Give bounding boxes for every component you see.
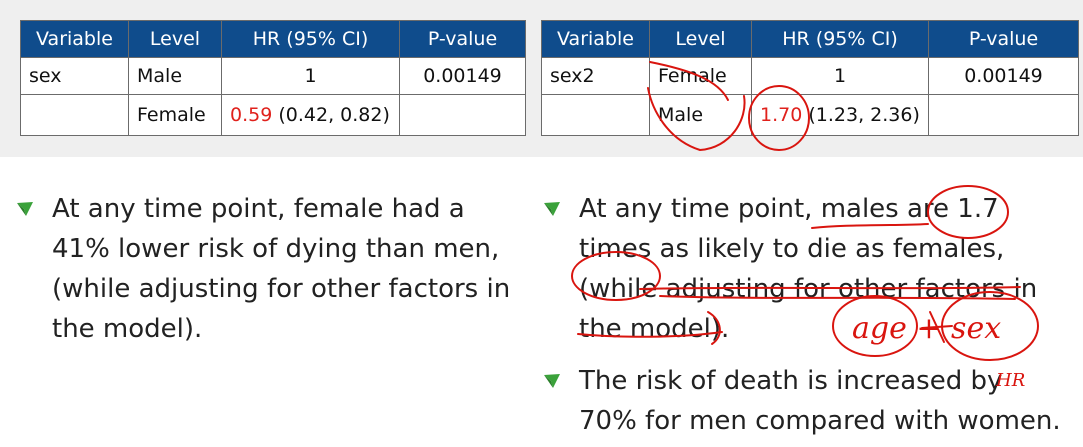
bullet-item: At any time point, males are 1.7 times a…: [543, 189, 1063, 349]
hazard-ratio-table-sex: Variable Level HR (95% CI) P-value sex M…: [20, 20, 526, 136]
cell-level: Male: [128, 57, 222, 95]
hr-value: 1.70: [760, 104, 803, 126]
bullet-item: At any time point, female had a 41% lowe…: [16, 189, 516, 349]
hr-ci: (1.23, 2.36): [802, 104, 920, 126]
header-variable: Variable: [20, 20, 129, 58]
green-arrow-bullet-icon: [544, 374, 560, 388]
cell-level: Male: [649, 94, 752, 136]
hr-value: 1: [304, 65, 317, 87]
hazard-ratio-table-sex2: Variable Level HR (95% CI) P-value sex2 …: [541, 20, 1079, 136]
bullet-text: At any time point, female had a 41% lowe…: [52, 194, 511, 344]
right-bullet-list: At any time point, males are 1.7 times a…: [543, 189, 1063, 441]
bullet-text: The risk of death is increased by 70% fo…: [579, 366, 1061, 436]
cell-hr: 1.70 (1.23, 2.36): [751, 94, 929, 136]
green-arrow-bullet-icon: [544, 202, 560, 216]
bullet-item: The risk of death is increased by 70% fo…: [543, 361, 1063, 441]
green-arrow-bullet-icon: [17, 202, 33, 216]
hr-value: 0.59: [230, 104, 273, 126]
cell-hr: 0.59 (0.42, 0.82): [221, 94, 400, 136]
table-row: Female 0.59 (0.42, 0.82): [20, 94, 526, 136]
table-header-row: Variable Level HR (95% CI) P-value: [20, 20, 526, 58]
cell-variable: [541, 94, 650, 136]
header-hr: HR (95% CI): [221, 20, 400, 58]
left-bullet-list: At any time point, female had a 41% lowe…: [16, 189, 516, 349]
bullet-text: At any time point, males are 1.7 times a…: [579, 194, 1038, 344]
cell-pvalue: 0.00149: [399, 57, 526, 95]
cell-variable: sex2: [541, 57, 650, 95]
table-row: Male 1.70 (1.23, 2.36): [541, 94, 1079, 136]
header-variable: Variable: [541, 20, 650, 58]
header-hr: HR (95% CI): [751, 20, 929, 58]
table-row: sex2 Female 1 0.00149: [541, 57, 1079, 95]
header-pvalue: P-value: [928, 20, 1079, 58]
table-row: sex Male 1 0.00149: [20, 57, 526, 95]
cell-pvalue: [399, 94, 526, 136]
cell-variable: sex: [20, 57, 129, 95]
cell-level: Female: [649, 57, 752, 95]
cell-hr: 1: [221, 57, 400, 95]
cell-level: Female: [128, 94, 222, 136]
cell-variable: [20, 94, 129, 136]
cell-pvalue: 0.00149: [928, 57, 1079, 95]
header-level: Level: [649, 20, 752, 58]
cell-pvalue: [928, 94, 1079, 136]
cell-hr: 1: [751, 57, 929, 95]
table-header-row: Variable Level HR (95% CI) P-value: [541, 20, 1079, 58]
hr-value: 1: [833, 65, 847, 87]
header-pvalue: P-value: [399, 20, 526, 58]
header-level: Level: [128, 20, 222, 58]
hr-ci: (0.42, 0.82): [272, 104, 390, 126]
